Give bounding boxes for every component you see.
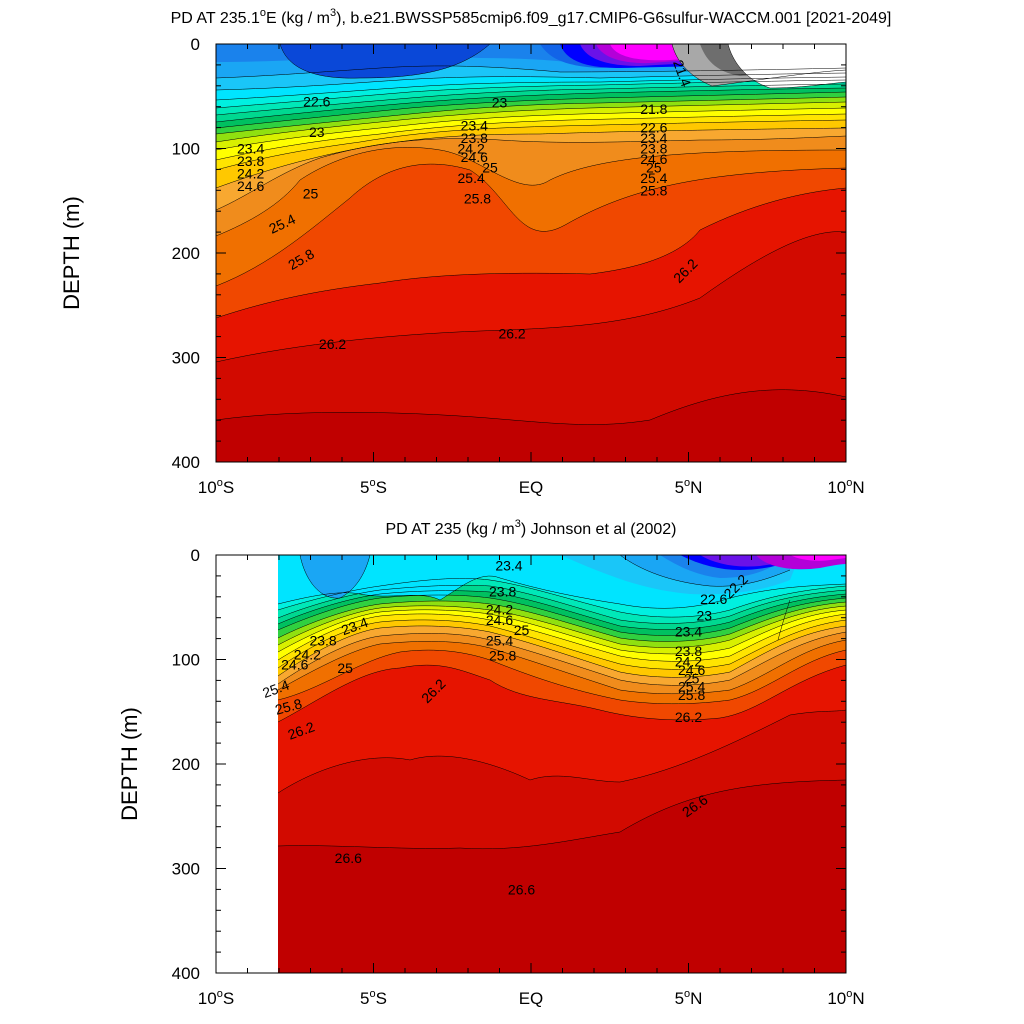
y-tick-label-bottom: 200 [172, 755, 200, 774]
y-tick-label-bottom: 400 [172, 964, 200, 983]
y-axis-label-top: DEPTH (m) [59, 196, 84, 310]
contour-label-bottom: 26.6 [335, 850, 362, 866]
contour-label-top: 22.6 [640, 120, 667, 136]
y-tick-label-top: 0 [191, 35, 200, 54]
contour-label-top: 25.8 [464, 191, 491, 207]
contour-fill-bottom [277, 555, 846, 973]
contour-label-bottom: 23 [696, 608, 712, 624]
contour-label-top: 25.4 [640, 170, 667, 186]
x-tick-label-top: EQ [519, 478, 544, 497]
x-tick-label-bottom: 5oN [675, 988, 703, 1008]
contour-label-bottom: 23.8 [489, 584, 516, 600]
no-data-mask-bottom [216, 555, 278, 973]
axes-bottom: 10oS 5oS EQ 5oN 10oN 0 100 200 300 400 [172, 546, 865, 1008]
axes-top: 10oS 5oS EQ 5oN 10oN 0 100 200 300 400 [172, 35, 865, 497]
x-tick-label-bottom: 10oN [827, 988, 864, 1008]
contour-label-bottom: 25 [337, 660, 353, 676]
contour-label-bottom: 24.6 [281, 657, 308, 673]
panel-bottom-title: PD AT 235 (kg / m3) Johnson et al (2002) [385, 518, 676, 538]
panel-bottom: PD AT 235 (kg / m3) Johnson et al (2002) [117, 518, 865, 1008]
contour-label-top: 23.4 [640, 130, 667, 146]
contour-label-top: 23.8 [237, 153, 264, 169]
contour-label-bottom: 24.2 [486, 601, 513, 617]
contour-label-bottom: 22.6 [700, 591, 727, 607]
contour-label-top: 23 [309, 124, 325, 140]
contour-label-top: 23.4 [237, 141, 264, 157]
panel-top: PD AT 235.1oE (kg / m3), b.e21.BWSSP585c… [59, 7, 891, 497]
contour-label-top: 22.6 [303, 93, 330, 109]
panel-top-title: PD AT 235.1oE (kg / m3), b.e21.BWSSP585c… [171, 7, 892, 27]
contour-label-top: 23 [492, 95, 508, 111]
contour-label-top: 24.2 [458, 141, 485, 157]
contour-label-top: 25 [482, 159, 498, 175]
x-tick-label-top: 10oN [827, 477, 864, 497]
x-tick-label-bottom: EQ [519, 989, 544, 1008]
contour-label-bottom: 25.4 [678, 679, 705, 695]
x-tick-label-top: 5oN [675, 477, 703, 497]
contour-label-bottom: 23.8 [675, 643, 702, 659]
y-axis-label-bottom: DEPTH (m) [117, 707, 142, 821]
contour-label-top: 21.8 [640, 101, 667, 117]
x-tick-label-top: 10oS [198, 477, 234, 497]
contour-label-bottom: 25.8 [489, 647, 516, 663]
contour-label-bottom: 25 [684, 670, 700, 686]
contour-label-top: 25 [646, 159, 662, 175]
x-tick-label-bottom: 5oS [360, 988, 387, 1008]
contour-label-bottom: 25.8 [273, 695, 304, 718]
contour-label-top: 24.6 [461, 149, 488, 165]
contour-label-top: 23.4 [461, 118, 488, 134]
contour-label-bottom: 23.8 [309, 633, 336, 649]
y-tick-label-top: 200 [172, 244, 200, 263]
contour-label-top: 24.2 [237, 166, 264, 182]
y-tick-label-bottom: 300 [172, 860, 200, 879]
y-tick-label-top: 400 [172, 453, 200, 472]
contour-label-top: 25 [303, 185, 319, 201]
contour-label-bottom: 24.2 [675, 654, 702, 670]
contour-label-bottom: 24.6 [486, 612, 513, 628]
contour-label-top: 26.2 [319, 336, 346, 352]
contour-label-top: 26.2 [498, 325, 525, 341]
contour-label-bottom: 26.2 [675, 709, 702, 725]
contour-label-bottom: 25.8 [678, 687, 705, 703]
contour-label-top: 25.4 [458, 170, 485, 186]
contour-label-bottom: 26.6 [508, 881, 535, 897]
x-tick-label-top: 5oS [360, 477, 387, 497]
contour-label-bottom: 23.4 [675, 623, 702, 639]
contour-label-bottom: 24.6 [678, 662, 705, 678]
contour-label-bottom: 24.2 [294, 646, 321, 662]
y-tick-label-top: 300 [172, 349, 200, 368]
contour-fill-top [216, 44, 846, 462]
y-tick-label-bottom: 100 [172, 651, 200, 670]
y-tick-label-top: 100 [172, 140, 200, 159]
y-tick-label-bottom: 0 [191, 546, 200, 565]
contour-label-top: 24.6 [640, 151, 667, 167]
contour-label-bottom: 25.4 [486, 633, 513, 649]
contour-label-top: 24.6 [237, 178, 264, 194]
contour-label-top: 23.8 [640, 141, 667, 157]
contour-label-bottom: 25 [514, 622, 530, 638]
contour-label-top: 23.8 [461, 130, 488, 146]
x-tick-label-bottom: 10oS [198, 988, 234, 1008]
contour-label-bottom: 23.4 [495, 557, 522, 573]
contour-label-top: 25.8 [640, 182, 667, 198]
